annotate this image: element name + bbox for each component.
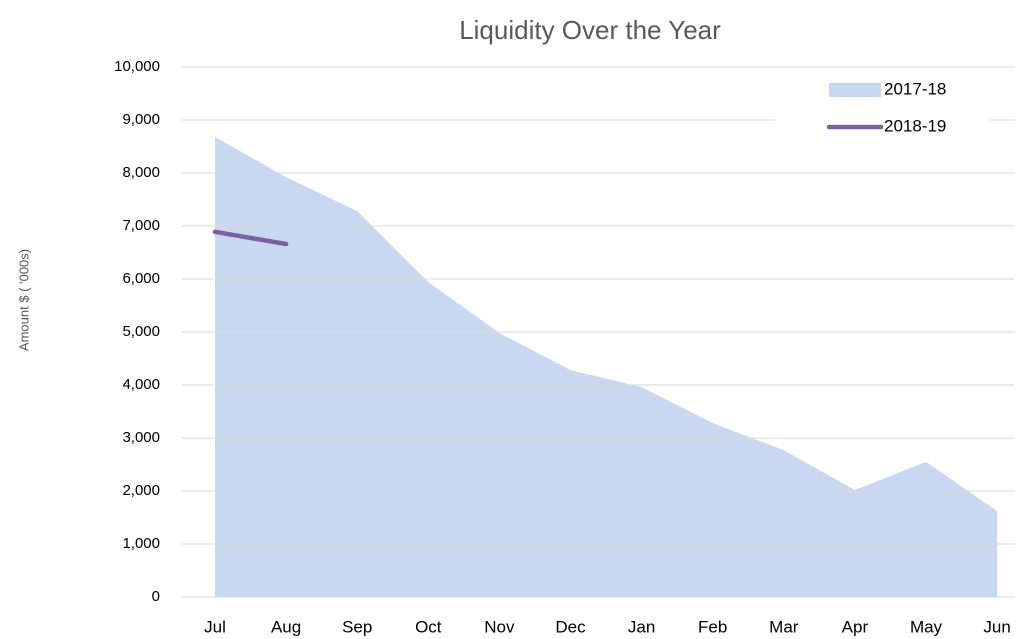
x-tick-label: Feb	[698, 617, 727, 636]
x-tick-label: Dec	[555, 617, 586, 636]
legend-label: 2017-18	[884, 79, 946, 98]
y-tick-label: 10,000	[114, 58, 160, 75]
area-layer	[215, 136, 998, 597]
x-tick-label: Aug	[271, 617, 301, 636]
y-tick-label: 0	[152, 588, 160, 605]
chart-title: Liquidity Over the Year	[459, 15, 721, 45]
y-tick-label: 5,000	[122, 323, 160, 340]
y-tick-label: 4,000	[122, 376, 160, 393]
y-tick-label: 1,000	[122, 535, 160, 552]
y-tick-label: 9,000	[122, 111, 160, 128]
legend-label: 2018-19	[884, 116, 946, 135]
x-tick-label: Mar	[769, 617, 799, 636]
y-tick-label: 2,000	[122, 482, 160, 499]
y-tick-label: 7,000	[122, 217, 160, 234]
y-tick-label: 8,000	[122, 164, 160, 181]
x-tick-label: Sep	[342, 617, 372, 636]
x-tick-label: Apr	[842, 617, 869, 636]
legend-swatch	[829, 83, 881, 97]
area	[215, 136, 998, 597]
line-layer	[212, 229, 289, 247]
x-tick-label: May	[910, 617, 943, 636]
x-tick-label: Jan	[628, 617, 655, 636]
y-tick-label: 6,000	[122, 270, 160, 287]
y-axis-label: Amount $ ( '000s)	[16, 249, 31, 351]
x-tick-label: Nov	[484, 617, 515, 636]
x-tick-label: Jul	[204, 617, 226, 636]
y-tick-label: 3,000	[122, 429, 160, 446]
legend-background	[775, 72, 990, 150]
x-tick-label: Jun	[983, 617, 1010, 636]
x-tick-label: Oct	[415, 617, 442, 636]
line	[212, 229, 289, 247]
